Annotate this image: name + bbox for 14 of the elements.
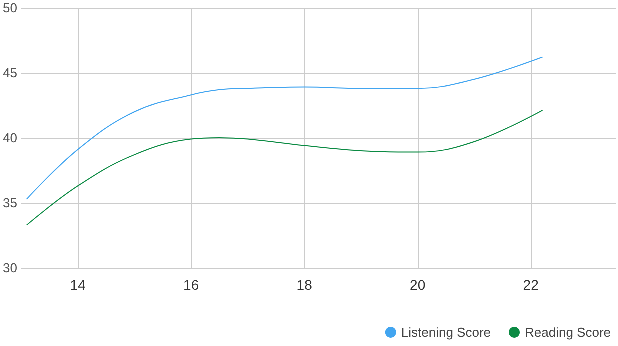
line-series	[26, 110, 543, 226]
line-series	[26, 56, 543, 200]
y-tick-label: 40	[2, 130, 18, 146]
x-tick-label: 22	[523, 277, 540, 293]
x-tick-label: 14	[70, 277, 86, 293]
x-tick-label: 20	[410, 277, 426, 293]
y-tick-label: 45	[2, 66, 18, 80]
x-tick-label: 18	[296, 277, 313, 293]
y-tick-label: 35	[2, 196, 18, 210]
x-tick-label: 16	[184, 277, 200, 293]
y-tick-label: 30	[2, 260, 18, 276]
legend-label: Listening Score	[401, 325, 492, 340]
y-tick-label: 50	[2, 0, 18, 16]
legend-label: Reading Score	[525, 325, 611, 340]
